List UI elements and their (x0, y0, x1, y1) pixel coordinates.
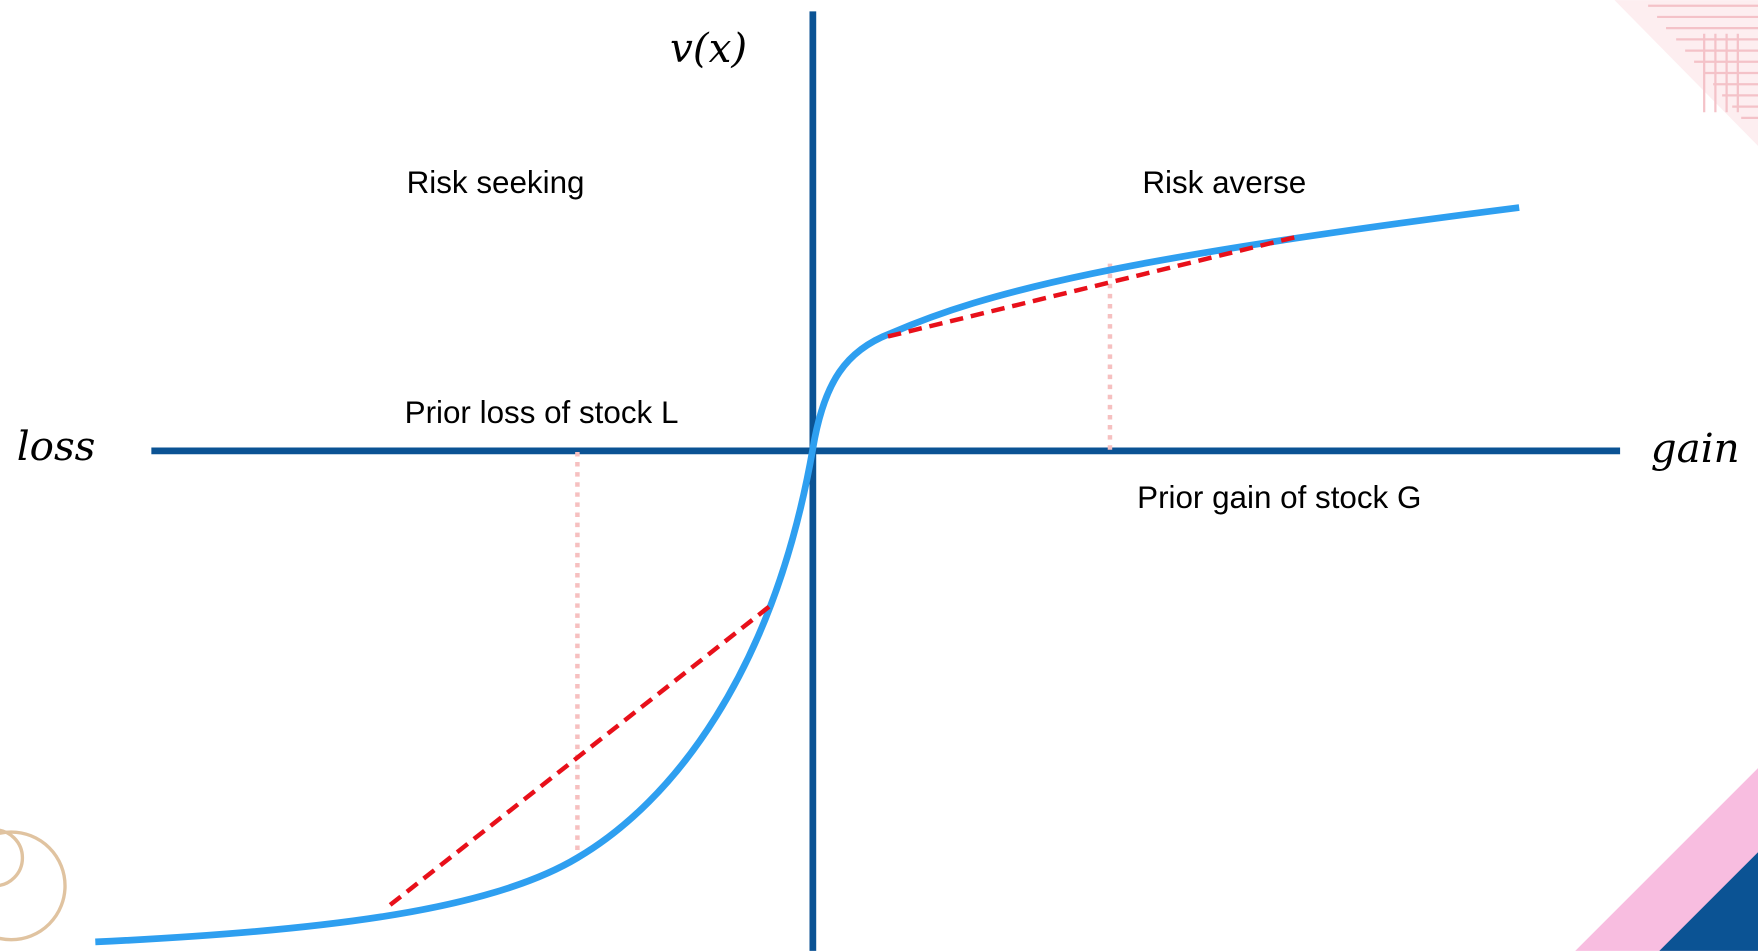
region-label: Risk averse (1142, 165, 1306, 200)
gain-chord (887, 234, 1298, 339)
value-curve (95, 204, 1520, 946)
region-label: Risk seeking (407, 165, 585, 200)
decoration-top-right (1614, 0, 1758, 146)
x-negative-label: loss (17, 423, 96, 470)
annotation: Prior gain of stock G (1137, 480, 1421, 515)
decoration-bottom-right (1575, 768, 1758, 951)
annotation: Prior loss of stock L (405, 395, 679, 430)
loss-chord (388, 604, 771, 907)
decoration-bottom-left (0, 828, 67, 942)
x-positive-label: gain (1651, 425, 1740, 472)
y-axis-label: v(x) (670, 25, 747, 72)
